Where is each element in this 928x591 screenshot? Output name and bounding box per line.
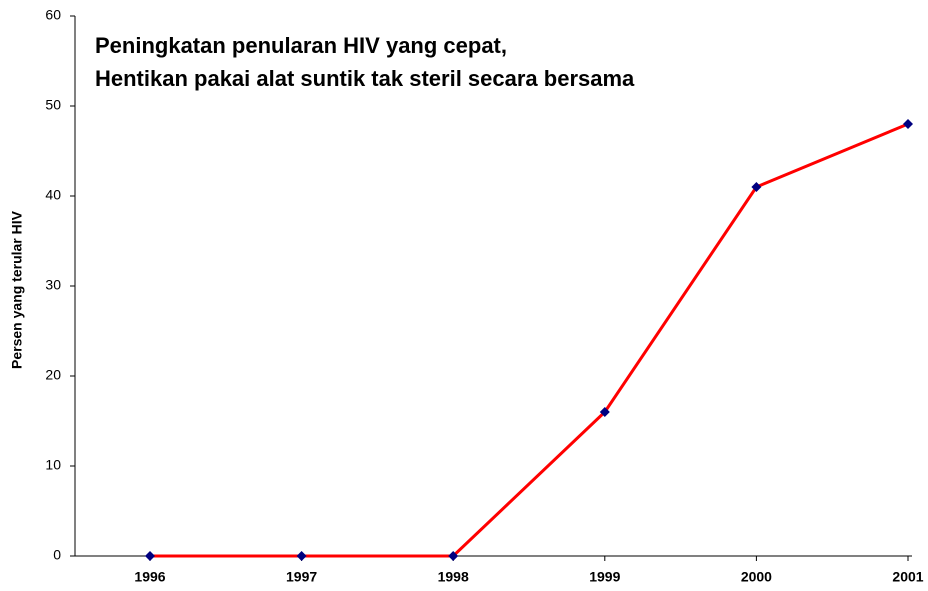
x-tick-label: 2001 [892,569,923,585]
y-tick-label: 10 [45,457,61,473]
y-tick-label: 50 [45,97,61,113]
y-axis-label: Persen yang terular HIV [9,210,25,369]
x-tick-label: 1999 [589,569,620,585]
marker [448,551,459,561]
x-tick-label: 1997 [286,569,317,585]
y-tick-label: 40 [45,187,61,203]
marker [751,182,762,192]
x-tick-label: 2000 [741,569,772,585]
x-tick-label: 1998 [438,569,469,585]
y-tick-label: 60 [45,7,61,23]
marker [599,407,610,417]
y-tick-label: 0 [53,547,61,563]
marker [903,119,913,129]
y-tick-label: 30 [45,277,61,293]
y-tick-label: 20 [45,367,61,383]
x-tick-label: 1996 [134,569,165,585]
marker [145,551,155,561]
marker [296,551,307,561]
chart-title: Hentikan pakai alat suntik tak steril se… [95,66,635,91]
chart-title: Peningkatan penularan HIV yang cepat, [95,33,507,58]
line [150,122,909,558]
